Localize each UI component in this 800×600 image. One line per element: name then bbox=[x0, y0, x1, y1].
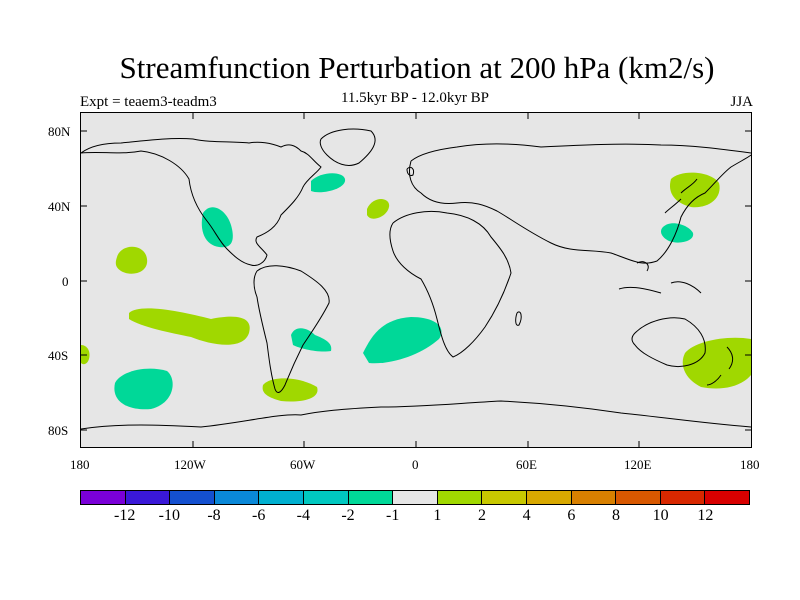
colorbar-label-1: -10 bbox=[158, 507, 180, 524]
colorbar-label-5: -2 bbox=[341, 507, 355, 524]
axis-ticks bbox=[81, 113, 751, 447]
anomaly-shading bbox=[81, 172, 751, 410]
anomaly-s-tip bbox=[262, 378, 318, 402]
colorbar-swatch-3 bbox=[214, 491, 260, 504]
colorbar-swatch-6 bbox=[348, 491, 394, 504]
anomaly-nz bbox=[682, 337, 751, 389]
colorbar-swatch-0 bbox=[81, 491, 126, 504]
colorbar-swatch-4 bbox=[259, 491, 304, 504]
coast-south-america bbox=[253, 265, 330, 393]
anomaly-s-atlantic bbox=[363, 317, 442, 364]
colorbar-swatch-11 bbox=[571, 491, 617, 504]
colorbar-swatch-12 bbox=[616, 491, 661, 504]
colorbar-label-9: 4 bbox=[522, 507, 531, 524]
colorbar-swatch-2 bbox=[170, 491, 215, 504]
anomaly-nw-pacific bbox=[669, 172, 720, 208]
colorbar bbox=[80, 490, 750, 505]
anomaly-w-pacific bbox=[661, 223, 694, 243]
colorbar-label-6: -1 bbox=[385, 507, 400, 524]
page-title: Streamfunction Perturbation at 200 hPa (… bbox=[119, 50, 715, 85]
anomaly-n-atlantic bbox=[311, 173, 346, 193]
coast-australia bbox=[631, 317, 706, 367]
lat-label-40s: 40S bbox=[48, 348, 69, 363]
coastlines bbox=[81, 128, 751, 430]
lat-label-80s: 80S bbox=[48, 423, 69, 438]
lon-label-120e: 120E bbox=[624, 457, 652, 472]
anomaly-e-pacific bbox=[115, 246, 148, 274]
lon-label-180w: 180 bbox=[70, 457, 90, 472]
colorbar-label-13: 12 bbox=[697, 507, 714, 524]
anomaly-s-pacific-deep bbox=[114, 368, 173, 410]
coast-nz bbox=[706, 346, 734, 386]
coast-europe-asia bbox=[408, 143, 751, 264]
colorbar-label-12: 10 bbox=[652, 507, 669, 524]
coast-indonesia bbox=[618, 261, 702, 294]
lon-label-120w: 120W bbox=[174, 457, 206, 472]
colorbar-swatch-10 bbox=[526, 491, 572, 504]
coast-africa bbox=[389, 210, 512, 358]
colorbar-label-3: -6 bbox=[251, 507, 266, 524]
lon-label-180e: 180 bbox=[740, 457, 760, 472]
colorbar-label-8: 2 bbox=[478, 507, 486, 524]
colorbar-label-4: -4 bbox=[296, 507, 310, 524]
lat-label-0: 0 bbox=[62, 274, 69, 289]
anomaly-e-atlantic bbox=[367, 199, 390, 219]
lon-label-60w: 60W bbox=[290, 457, 316, 472]
coast-antarctica bbox=[81, 400, 751, 430]
colorbar-swatch-13 bbox=[660, 491, 706, 504]
coast-uk bbox=[406, 166, 414, 176]
coast-north-america bbox=[81, 137, 322, 266]
lon-label-60e: 60E bbox=[516, 457, 537, 472]
world-map bbox=[80, 112, 752, 448]
map-svg bbox=[81, 113, 751, 447]
colorbar-label-7: 1 bbox=[433, 507, 442, 524]
colorbar-swatch-5 bbox=[303, 491, 349, 504]
anomaly-s-america bbox=[291, 328, 332, 352]
season-label: JJA bbox=[730, 94, 753, 110]
colorbar-swatch-7 bbox=[393, 491, 438, 504]
anomaly-s-pacific bbox=[129, 308, 250, 345]
colorbar-swatch-9 bbox=[482, 491, 527, 504]
experiment-label: Expt = teaem3-teadm3 bbox=[80, 94, 217, 110]
lon-label-0: 0 bbox=[412, 457, 419, 472]
period-label: 11.5kyr BP - 12.0kyr BP bbox=[340, 90, 490, 106]
colorbar-label-2: -8 bbox=[207, 507, 221, 524]
colorbar-swatch-14 bbox=[705, 491, 749, 504]
lat-label-80n: 80N bbox=[48, 124, 71, 139]
colorbar-label-10: 6 bbox=[567, 507, 576, 524]
lat-label-40n: 40N bbox=[48, 199, 71, 214]
coast-greenland bbox=[319, 128, 376, 166]
anomaly-n-america bbox=[201, 207, 233, 248]
coast-madagascar bbox=[515, 311, 522, 326]
colorbar-label-0: -12 bbox=[113, 507, 136, 524]
colorbar-swatch-8 bbox=[437, 491, 483, 504]
colorbar-label-11: 8 bbox=[612, 507, 620, 524]
coast-japan bbox=[664, 178, 698, 214]
colorbar-swatch-1 bbox=[125, 491, 171, 504]
